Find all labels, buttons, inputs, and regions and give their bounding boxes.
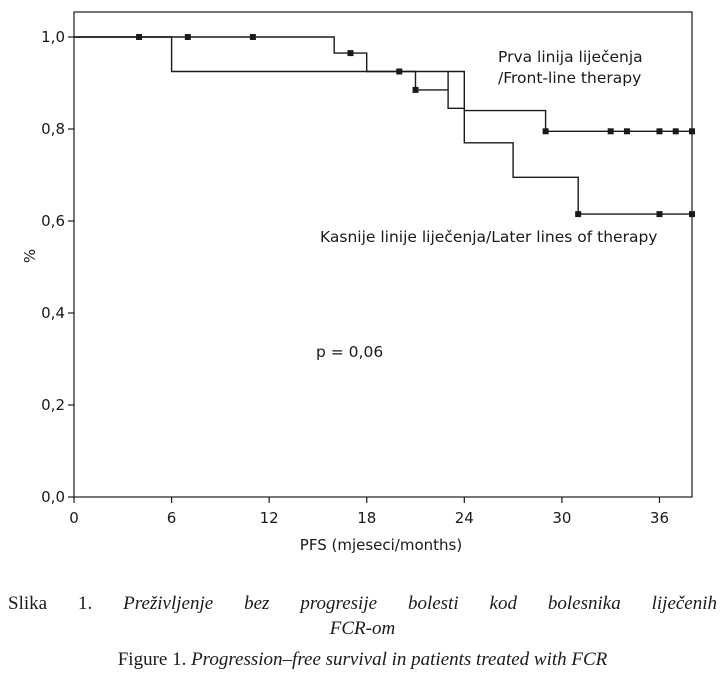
censor-mark [412, 86, 419, 93]
censor-mark [689, 128, 695, 135]
censor-mark [656, 211, 663, 218]
plot-frame [73, 11, 693, 498]
km-chart: 0,0 0,2 0,4 0,6 0,8 1,0 0 6 12 18 24 30 36 Prva lini… [21, 11, 695, 554]
caption-sr-text-1: Preživljenje bez progresije bolesti kod … [123, 593, 718, 614]
caption-en: Figure 1. Progression–free survival in p… [0, 648, 725, 672]
caption-sr-prefix: Slika 1. [8, 593, 93, 614]
x-tick-label: 12 [260, 509, 279, 527]
censor-mark [623, 128, 630, 135]
x-axis-label: PFS (mjeseci/months) [300, 536, 462, 554]
caption-sr-line2: FCR-om [329, 618, 396, 639]
censor-mark [249, 34, 256, 40]
x-tick-label: 30 [552, 509, 571, 527]
x-tick-label: 6 [167, 509, 177, 527]
series2-label: Kasnije linije liječenja/Later lines of … [320, 228, 657, 246]
censor-mark [575, 211, 582, 218]
y-tick-label: 0,8 [41, 120, 65, 138]
x-tick-label: 36 [650, 509, 669, 527]
censor-mark [184, 34, 191, 40]
censor-mark [347, 50, 354, 57]
series-layer [74, 34, 695, 218]
y-tick-label: 0,6 [41, 212, 65, 230]
series1-label-line2: /Front-line therapy [498, 69, 641, 87]
caption-sr-line1: Slika 1. Preživljenje bez progresije bol… [0, 592, 725, 616]
x-tick-label: 0 [69, 509, 79, 527]
y-tick-label: 0,2 [41, 396, 65, 414]
series-2-line [74, 36, 692, 215]
y-tick-label: 0,4 [41, 304, 65, 322]
axes: 0,0 0,2 0,4 0,6 0,8 1,0 0 6 12 18 24 30 36 [41, 28, 669, 527]
y-axis-label: % [21, 249, 39, 263]
series1-label-line1: Prva linija liječenja [498, 48, 643, 66]
censor-mark [672, 128, 679, 135]
censor-mark [656, 128, 663, 135]
y-tick-label: 1,0 [41, 28, 65, 46]
x-tick-label: 18 [357, 509, 376, 527]
series-2 [74, 36, 695, 218]
caption-en-prefix: Figure 1. [117, 649, 187, 670]
censor-mark [689, 211, 695, 218]
p-value: p = 0,06 [316, 343, 383, 361]
censor-mark [607, 128, 614, 135]
censor-mark [542, 128, 549, 135]
caption-en-text: Progression–free survival in patients tr… [191, 649, 608, 670]
x-tick-label: 24 [455, 509, 474, 527]
y-tick-label: 0,0 [41, 488, 65, 506]
